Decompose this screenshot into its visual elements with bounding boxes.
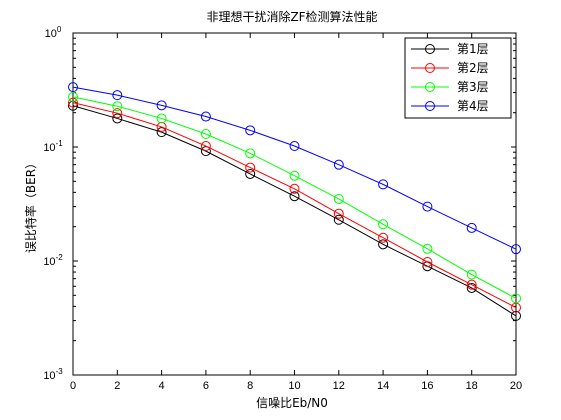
data-point-series-3	[333, 193, 344, 204]
x-axis-label: 信噪比Eb/N0	[256, 396, 328, 410]
data-point-series-4	[245, 125, 256, 136]
data-point-series-2	[289, 183, 300, 194]
y-tick-base: 10	[45, 28, 57, 40]
series-layer	[68, 82, 521, 321]
data-point-series-2	[378, 232, 389, 243]
x-tick-label: 14	[377, 380, 389, 392]
data-point-series-2	[333, 208, 344, 219]
x-tick-label: 12	[333, 380, 345, 392]
y-tick-exponent: -1	[56, 139, 64, 148]
y-axis-label: 误比特率（BER）	[23, 157, 38, 253]
y-tick-exponent: -2	[56, 253, 64, 262]
data-point-series-2	[68, 97, 78, 108]
x-tick-label: 8	[247, 380, 253, 392]
data-point-series-2	[422, 257, 433, 268]
x-tick-label: 0	[70, 380, 76, 392]
data-point-series-3	[422, 243, 433, 254]
series-line-2	[72, 102, 517, 309]
x-tick-label: 20	[510, 380, 522, 392]
x-tick-label: 16	[421, 380, 433, 392]
data-point-series-4	[333, 159, 344, 170]
y-tick-base: 10	[43, 370, 55, 382]
data-point-series-3	[289, 170, 300, 181]
data-point-series-4	[68, 82, 78, 93]
data-point-series-4	[200, 111, 211, 122]
data-point-series-1	[378, 239, 389, 250]
legend-label-1: 第1层	[457, 42, 489, 56]
x-tick-label: 6	[203, 380, 209, 392]
legend-label-4: 第4层	[457, 99, 489, 113]
data-point-series-4	[156, 100, 167, 111]
data-point-series-2	[200, 141, 211, 152]
data-point-series-3	[466, 269, 477, 280]
data-point-series-2	[245, 162, 256, 173]
data-point-series-1	[200, 146, 211, 157]
legend-marker-2	[425, 63, 435, 73]
data-point-series-4	[378, 179, 389, 190]
data-point-series-1	[156, 127, 167, 138]
legend-label-3: 第3层	[457, 80, 489, 94]
data-point-series-3	[245, 148, 256, 159]
chart-title: 非理想干扰消除ZF检测算法性能	[206, 9, 377, 24]
data-point-series-2	[156, 121, 167, 132]
legend-marker-1	[425, 44, 435, 54]
y-tick-exponent: 0	[57, 25, 62, 34]
x-tick-label: 2	[114, 380, 120, 392]
x-tick-label: 18	[466, 380, 478, 392]
y-tick-base: 10	[43, 256, 55, 268]
y-tick-label: 10-3	[43, 367, 63, 382]
y-tick-exponent: -3	[56, 367, 64, 376]
data-point-series-4	[511, 244, 521, 255]
data-point-series-3	[511, 293, 521, 304]
legend-box	[404, 37, 512, 119]
legend-marker-4	[425, 101, 435, 111]
x-tick-label: 10	[288, 380, 300, 392]
legend-label-2: 第2层	[457, 61, 489, 75]
data-point-series-1	[112, 113, 123, 124]
data-point-series-4	[289, 141, 300, 152]
series-line-4	[72, 86, 517, 250]
data-point-series-4	[112, 90, 123, 101]
x-tick-label: 4	[159, 380, 165, 392]
data-point-series-1	[511, 310, 521, 321]
data-point-series-3	[156, 113, 167, 124]
data-point-series-2	[112, 108, 123, 119]
data-point-series-2	[466, 279, 477, 290]
y-tick-label: 10-1	[43, 139, 63, 154]
y-tick-label: 10-2	[43, 253, 63, 268]
legend-marker-3	[425, 82, 435, 92]
data-point-series-4	[422, 201, 433, 212]
data-point-series-1	[333, 214, 344, 225]
data-point-series-3	[112, 101, 123, 112]
data-point-series-1	[289, 191, 300, 202]
data-point-series-3	[378, 219, 389, 230]
y-tick-label: 100	[45, 25, 62, 40]
data-point-series-4	[466, 222, 477, 233]
data-point-series-3	[68, 91, 78, 102]
y-tick-base: 10	[43, 142, 55, 154]
data-point-series-1	[245, 168, 256, 179]
series-line-1	[72, 105, 517, 317]
series-line-3	[72, 96, 517, 299]
data-point-series-1	[466, 282, 477, 293]
data-point-series-3	[200, 129, 211, 140]
